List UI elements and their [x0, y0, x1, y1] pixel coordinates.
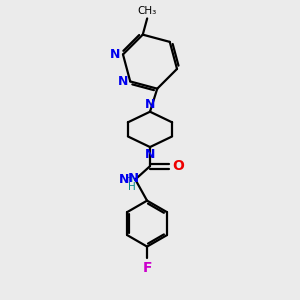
Text: N: N — [118, 173, 129, 186]
Text: O: O — [173, 159, 184, 173]
Text: N: N — [145, 148, 155, 160]
Text: F: F — [142, 261, 152, 275]
Text: N: N — [118, 75, 128, 88]
Text: N: N — [128, 172, 139, 185]
Text: CH₃: CH₃ — [138, 6, 157, 16]
Text: H: H — [128, 182, 136, 192]
Text: N: N — [145, 98, 155, 111]
Text: H: H — [124, 174, 133, 184]
Text: N: N — [110, 48, 121, 61]
